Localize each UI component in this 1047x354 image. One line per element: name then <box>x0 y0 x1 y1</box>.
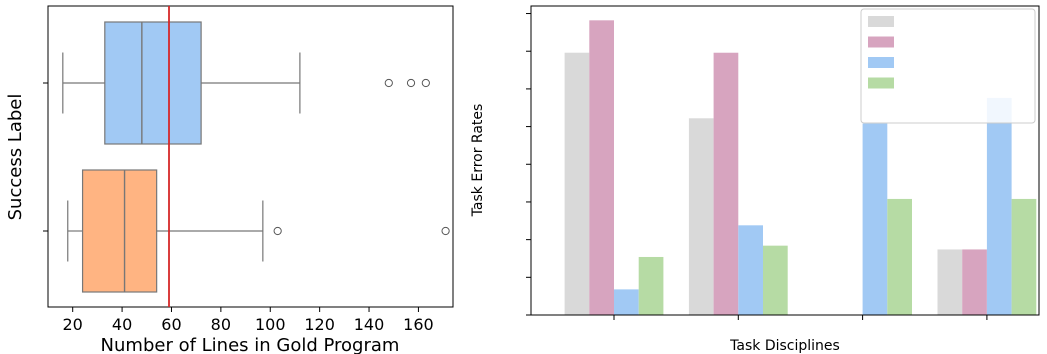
bar <box>962 249 987 315</box>
legend-swatch <box>868 57 894 68</box>
legend-swatch <box>868 16 894 27</box>
box-group-1 <box>67 169 450 293</box>
outlier-point <box>273 226 282 236</box>
x-tick-label: 160 <box>403 315 434 334</box>
box-group-0 <box>62 21 430 145</box>
x-tick-label: 60 <box>161 315 181 334</box>
box-plot-frame <box>47 5 454 308</box>
bar-group-bio <box>564 20 664 315</box>
x-tick-label: 100 <box>255 315 286 334</box>
iqr-box <box>81 169 158 293</box>
outlier-point <box>441 226 450 236</box>
legend-swatch <box>868 77 894 89</box>
bar-chart-panel: Task Disciplines Task Error Rates <box>470 5 1040 354</box>
bar-chart-frame <box>530 5 1040 316</box>
outlier-point <box>406 78 416 88</box>
box-plot-y-label: Success Label <box>5 94 26 221</box>
box-plot-marks <box>62 6 450 307</box>
x-tick-label: 40 <box>112 315 132 334</box>
bar-group-psy <box>937 97 1037 315</box>
bar <box>887 198 912 315</box>
bar-group-geo <box>862 123 912 315</box>
bar-chart-y-label: Task Error Rates <box>470 104 486 218</box>
bar-chart-y-ticks <box>526 13 531 316</box>
x-tick-label: 80 <box>211 315 231 334</box>
box-plot-x-label: Number of Lines in Gold Program <box>101 335 400 354</box>
box-plot-x-ticks: 20 40 60 80 100 120 140 160 <box>63 307 434 334</box>
bar <box>638 256 664 315</box>
bar-group-chem <box>688 52 788 315</box>
bar <box>986 97 1012 315</box>
bar <box>614 289 639 315</box>
legend-swatch <box>868 36 894 48</box>
bar-chart-marks <box>564 20 1037 315</box>
outlier-point <box>384 78 393 88</box>
legend-frame <box>860 8 1036 124</box>
bar <box>713 52 739 315</box>
bar-chart-x-label: Task Disciplines <box>729 338 840 354</box>
box-plot-panel: 20 40 60 80 100 120 140 160 Number of Lines in … <box>5 5 454 354</box>
bar <box>564 52 590 315</box>
bar-chart-x-ticks <box>613 315 988 320</box>
outlier-point <box>421 78 430 88</box>
x-tick-label: 20 <box>63 315 83 334</box>
iqr-box <box>104 21 202 145</box>
bar <box>937 249 963 315</box>
x-tick-label: 120 <box>304 315 335 334</box>
bar <box>1011 198 1037 315</box>
bar <box>862 123 888 315</box>
box-plot-y-ticks <box>43 82 48 232</box>
bar-chart-legend <box>860 8 1036 124</box>
bar <box>738 225 763 315</box>
bar <box>763 245 788 315</box>
bar <box>688 118 714 315</box>
x-tick-label: 140 <box>354 315 385 334</box>
bar <box>589 20 614 315</box>
